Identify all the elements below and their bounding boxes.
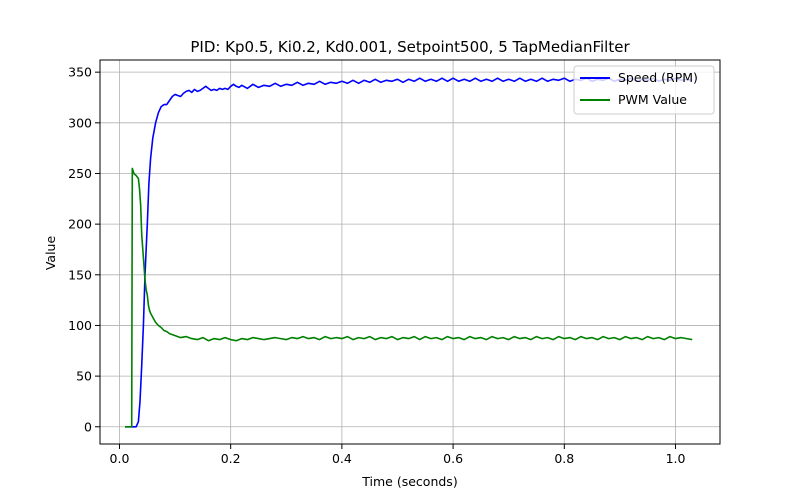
- x-tick-label: 0.2: [221, 451, 241, 466]
- plot-frame: [99, 59, 721, 445]
- x-tick-label: 0.0: [110, 451, 130, 466]
- legend-label-speed: Speed (RPM): [618, 70, 698, 85]
- chart-title: PID: Kp0.5, Ki0.2, Kd0.001, Setpoint500,…: [190, 38, 630, 56]
- y-tick-label: 100: [68, 318, 92, 333]
- y-axis-ticks: 0 50 100 150 200 250 300 350: [68, 65, 100, 434]
- grid-lines: [100, 60, 720, 444]
- y-tick-label: 350: [68, 65, 92, 80]
- x-tick-label: 0.8: [554, 451, 574, 466]
- x-tick-label: 0.4: [332, 451, 352, 466]
- legend-label-pwm: PWM Value: [618, 92, 687, 107]
- y-tick-label: 50: [76, 369, 92, 384]
- x-tick-label: 0.6: [443, 451, 463, 466]
- y-axis-label: Value: [43, 236, 58, 271]
- y-tick-label: 300: [68, 115, 92, 130]
- x-tick-label: 1.0: [666, 451, 686, 466]
- y-tick-label: 200: [68, 217, 92, 232]
- x-axis-label: Time (seconds): [361, 474, 457, 489]
- x-axis-ticks: 0.0 0.2 0.4 0.6 0.8 1.0: [110, 444, 686, 466]
- legend: Speed (RPM) PWM Value: [573, 65, 715, 115]
- y-tick-label: 150: [68, 267, 92, 282]
- y-tick-label: 250: [68, 166, 92, 181]
- series-line-pwm: [125, 167, 693, 428]
- y-tick-label: 0: [84, 419, 92, 434]
